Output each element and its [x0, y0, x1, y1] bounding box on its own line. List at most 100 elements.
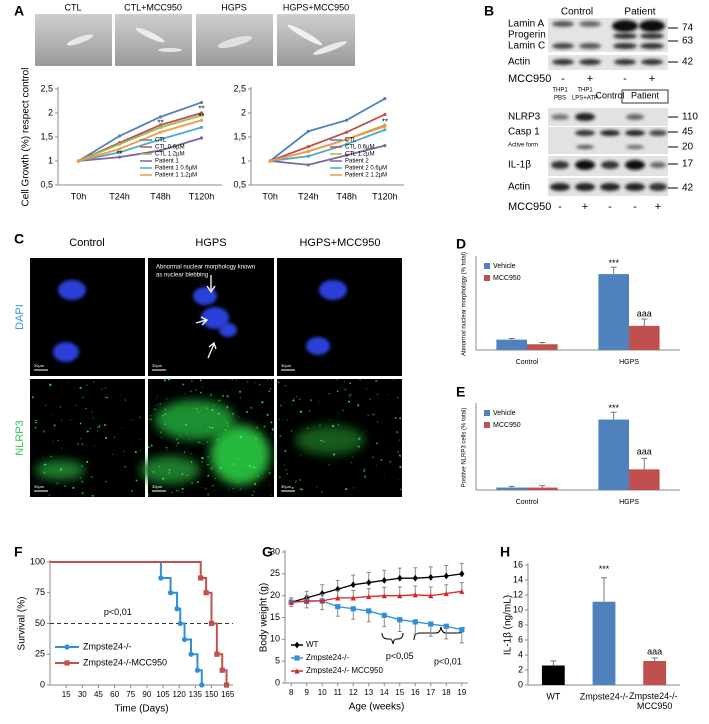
blot-row: NLRP3	[508, 112, 541, 123]
speckle	[156, 397, 158, 399]
speckle	[184, 402, 186, 404]
speckle	[191, 481, 194, 484]
marker	[268, 159, 272, 163]
speckle	[389, 460, 392, 463]
speckle	[213, 404, 215, 406]
speckle	[396, 430, 399, 434]
y-tick-label: 15	[270, 612, 280, 622]
speckle	[35, 419, 37, 422]
speckle	[161, 417, 163, 419]
lane-label: PBS	[554, 96, 566, 102]
speckle	[81, 492, 84, 495]
speckle	[91, 494, 94, 497]
marker	[158, 148, 163, 153]
speckle	[270, 399, 272, 401]
marker	[199, 136, 204, 140]
speckle	[283, 463, 285, 465]
bar	[629, 325, 660, 350]
blot-sign: +	[582, 201, 588, 213]
speckle	[394, 416, 397, 419]
speckle	[93, 381, 95, 383]
speckle	[365, 388, 367, 390]
panel-label: E	[456, 384, 465, 400]
speckle	[363, 475, 367, 479]
marker	[76, 159, 81, 163]
speckle	[182, 383, 185, 386]
speckle	[105, 436, 108, 439]
speckle	[372, 456, 374, 459]
x-tick-label: HGPS	[619, 359, 639, 366]
speckle	[177, 490, 179, 492]
marker	[304, 598, 310, 604]
speckle	[79, 422, 82, 425]
x-tick-label: 18	[442, 688, 451, 697]
marker	[381, 593, 387, 599]
speckle	[179, 434, 181, 436]
blot-sign: -	[633, 201, 637, 213]
panel-label: A	[14, 3, 24, 19]
series-line	[291, 573, 462, 603]
speckle	[197, 410, 200, 412]
speckle	[357, 445, 360, 448]
speckle	[266, 413, 269, 416]
speckle	[329, 419, 331, 421]
error-bar	[610, 266, 617, 275]
speckle	[227, 455, 229, 457]
speckle	[160, 431, 163, 434]
speckle	[383, 473, 385, 475]
speckle	[372, 413, 375, 416]
speckle	[348, 393, 351, 396]
speckle	[375, 442, 379, 445]
x-tick-label: 15	[62, 690, 71, 699]
speckle	[254, 482, 257, 485]
y-axis-label: Abnormal nuclear morphology (% total)	[462, 252, 468, 356]
marker	[319, 590, 325, 597]
speckle	[81, 465, 83, 467]
speckle	[222, 394, 224, 397]
marker	[198, 575, 204, 581]
x-tick-label: 165	[221, 690, 235, 699]
speckle	[161, 477, 165, 480]
error-bar	[508, 338, 515, 340]
speckle	[156, 404, 158, 406]
speckle	[163, 379, 166, 382]
speckle	[247, 460, 249, 462]
speckle	[309, 399, 313, 402]
marker	[345, 153, 349, 157]
x-tick-label: T0h	[262, 191, 278, 201]
speckle	[176, 407, 179, 409]
speckle	[79, 386, 82, 390]
speckle	[363, 474, 365, 476]
marker	[345, 137, 349, 141]
marker	[214, 651, 220, 657]
speckle	[226, 424, 229, 427]
speckle	[284, 449, 287, 453]
annotation: p<0,01	[434, 656, 462, 666]
speckle	[201, 456, 204, 460]
y-tick-label: 6	[518, 634, 523, 644]
speckle	[192, 407, 194, 410]
x-tick-label: 11	[334, 688, 343, 697]
lane-label: THP1	[552, 88, 568, 94]
speckle	[84, 427, 86, 429]
speckle	[321, 491, 323, 493]
y-axis-label: Survival (%)	[17, 597, 28, 651]
x-tick-label: 9	[304, 688, 309, 697]
marker	[117, 147, 122, 151]
speckle	[261, 473, 263, 474]
speckle	[139, 416, 141, 419]
annotation: aaa	[637, 447, 652, 457]
x-tick-label: 75	[126, 690, 135, 699]
speckle	[257, 475, 259, 477]
speckle	[226, 395, 229, 398]
marker	[428, 621, 434, 627]
marker	[383, 128, 387, 132]
speckle	[259, 433, 261, 435]
speckle	[208, 426, 211, 429]
speckle	[198, 441, 200, 444]
legend-swatch	[484, 422, 490, 428]
speckle	[225, 408, 228, 410]
marker	[117, 155, 122, 159]
speckle	[135, 479, 138, 482]
y-tick-label: 2	[241, 107, 246, 117]
